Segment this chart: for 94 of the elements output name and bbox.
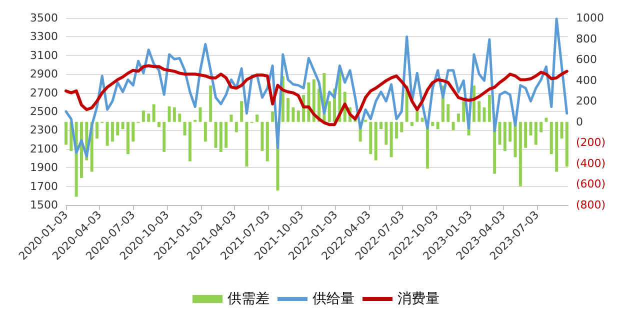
y2-tick-label: (800) [576,198,606,212]
y2-tick-label: 200 [576,94,597,108]
bar [266,122,269,162]
y-tick-label: 1500 [30,198,58,212]
y2-tick-label: (200) [576,136,606,150]
y-tick-label: 2700 [30,86,58,100]
bar [132,122,135,142]
bar [209,86,212,122]
bar [126,122,130,154]
bar [147,114,150,122]
bar [394,122,398,139]
bar [374,122,378,160]
bar [162,122,166,152]
bar [416,110,419,122]
bar [234,122,238,132]
y-tick-label: 3100 [30,48,58,62]
bar [456,114,460,122]
bar [95,122,98,139]
bar [498,122,502,145]
bar [116,122,120,136]
legend-label: 供给量 [312,291,354,307]
bar [524,122,528,148]
bar [168,106,171,122]
bar [183,122,186,136]
y2-tick-label: (400) [576,156,606,170]
bar [198,107,202,122]
y2-tick-label: 400 [576,74,597,87]
bar [384,122,388,145]
bar [452,122,455,130]
bar [260,122,264,151]
y2-tick-label: 0 [576,115,583,128]
bar [560,122,564,139]
y2-tick-label: 800 [576,32,597,46]
y2-tick-label: 1000 [576,12,604,24]
bar [271,112,274,122]
bar [230,114,233,122]
bar [142,110,145,122]
y-tick-label: 3300 [30,30,58,44]
y-tick-label: 1900 [30,161,58,174]
bar [534,122,538,145]
bar [540,122,543,132]
bar [106,122,109,146]
bar [482,107,486,122]
bar [121,122,124,130]
bar [157,122,160,128]
line-series [64,64,568,126]
bar [172,107,176,122]
bar [565,122,568,167]
bar [214,122,218,148]
bar [204,122,207,142]
bar [529,122,532,136]
bar [245,122,248,167]
bar [328,101,331,122]
bar [152,104,156,122]
bar [178,114,182,122]
bar [296,110,300,122]
bar [64,122,68,145]
line-series [64,18,568,158]
bar [518,122,522,186]
y-tick-label: 2500 [30,105,58,118]
legend-label: 消费量 [398,291,440,307]
bar [390,122,393,158]
bar [110,122,114,142]
bar [478,101,481,122]
bar [219,122,222,152]
bar [431,122,434,126]
bar [240,101,244,122]
bar [400,122,404,132]
bar [488,94,491,122]
legend-label: 供需差 [228,291,270,307]
y-tick-label: 2100 [30,142,58,156]
y-tick-label: 1700 [30,180,58,193]
bar [379,122,382,130]
y-tick-label: 3500 [30,12,58,24]
bar [555,122,558,172]
bar [224,122,228,148]
bar [503,122,506,151]
y2-tick-label: 600 [576,53,597,66]
y-tick-label: 2300 [30,124,58,137]
bar [188,122,192,162]
bar [410,122,414,126]
bar [369,122,372,154]
bar [420,118,424,122]
bar [508,122,512,142]
bar [286,98,290,122]
bar [292,107,295,122]
bar [544,118,548,122]
bar [550,122,553,154]
bar [256,114,259,122]
y-tick-label: 2900 [30,68,58,81]
bar [462,101,466,122]
bar [436,122,440,130]
bar [446,104,450,122]
y2-tick-label: (600) [576,178,606,191]
